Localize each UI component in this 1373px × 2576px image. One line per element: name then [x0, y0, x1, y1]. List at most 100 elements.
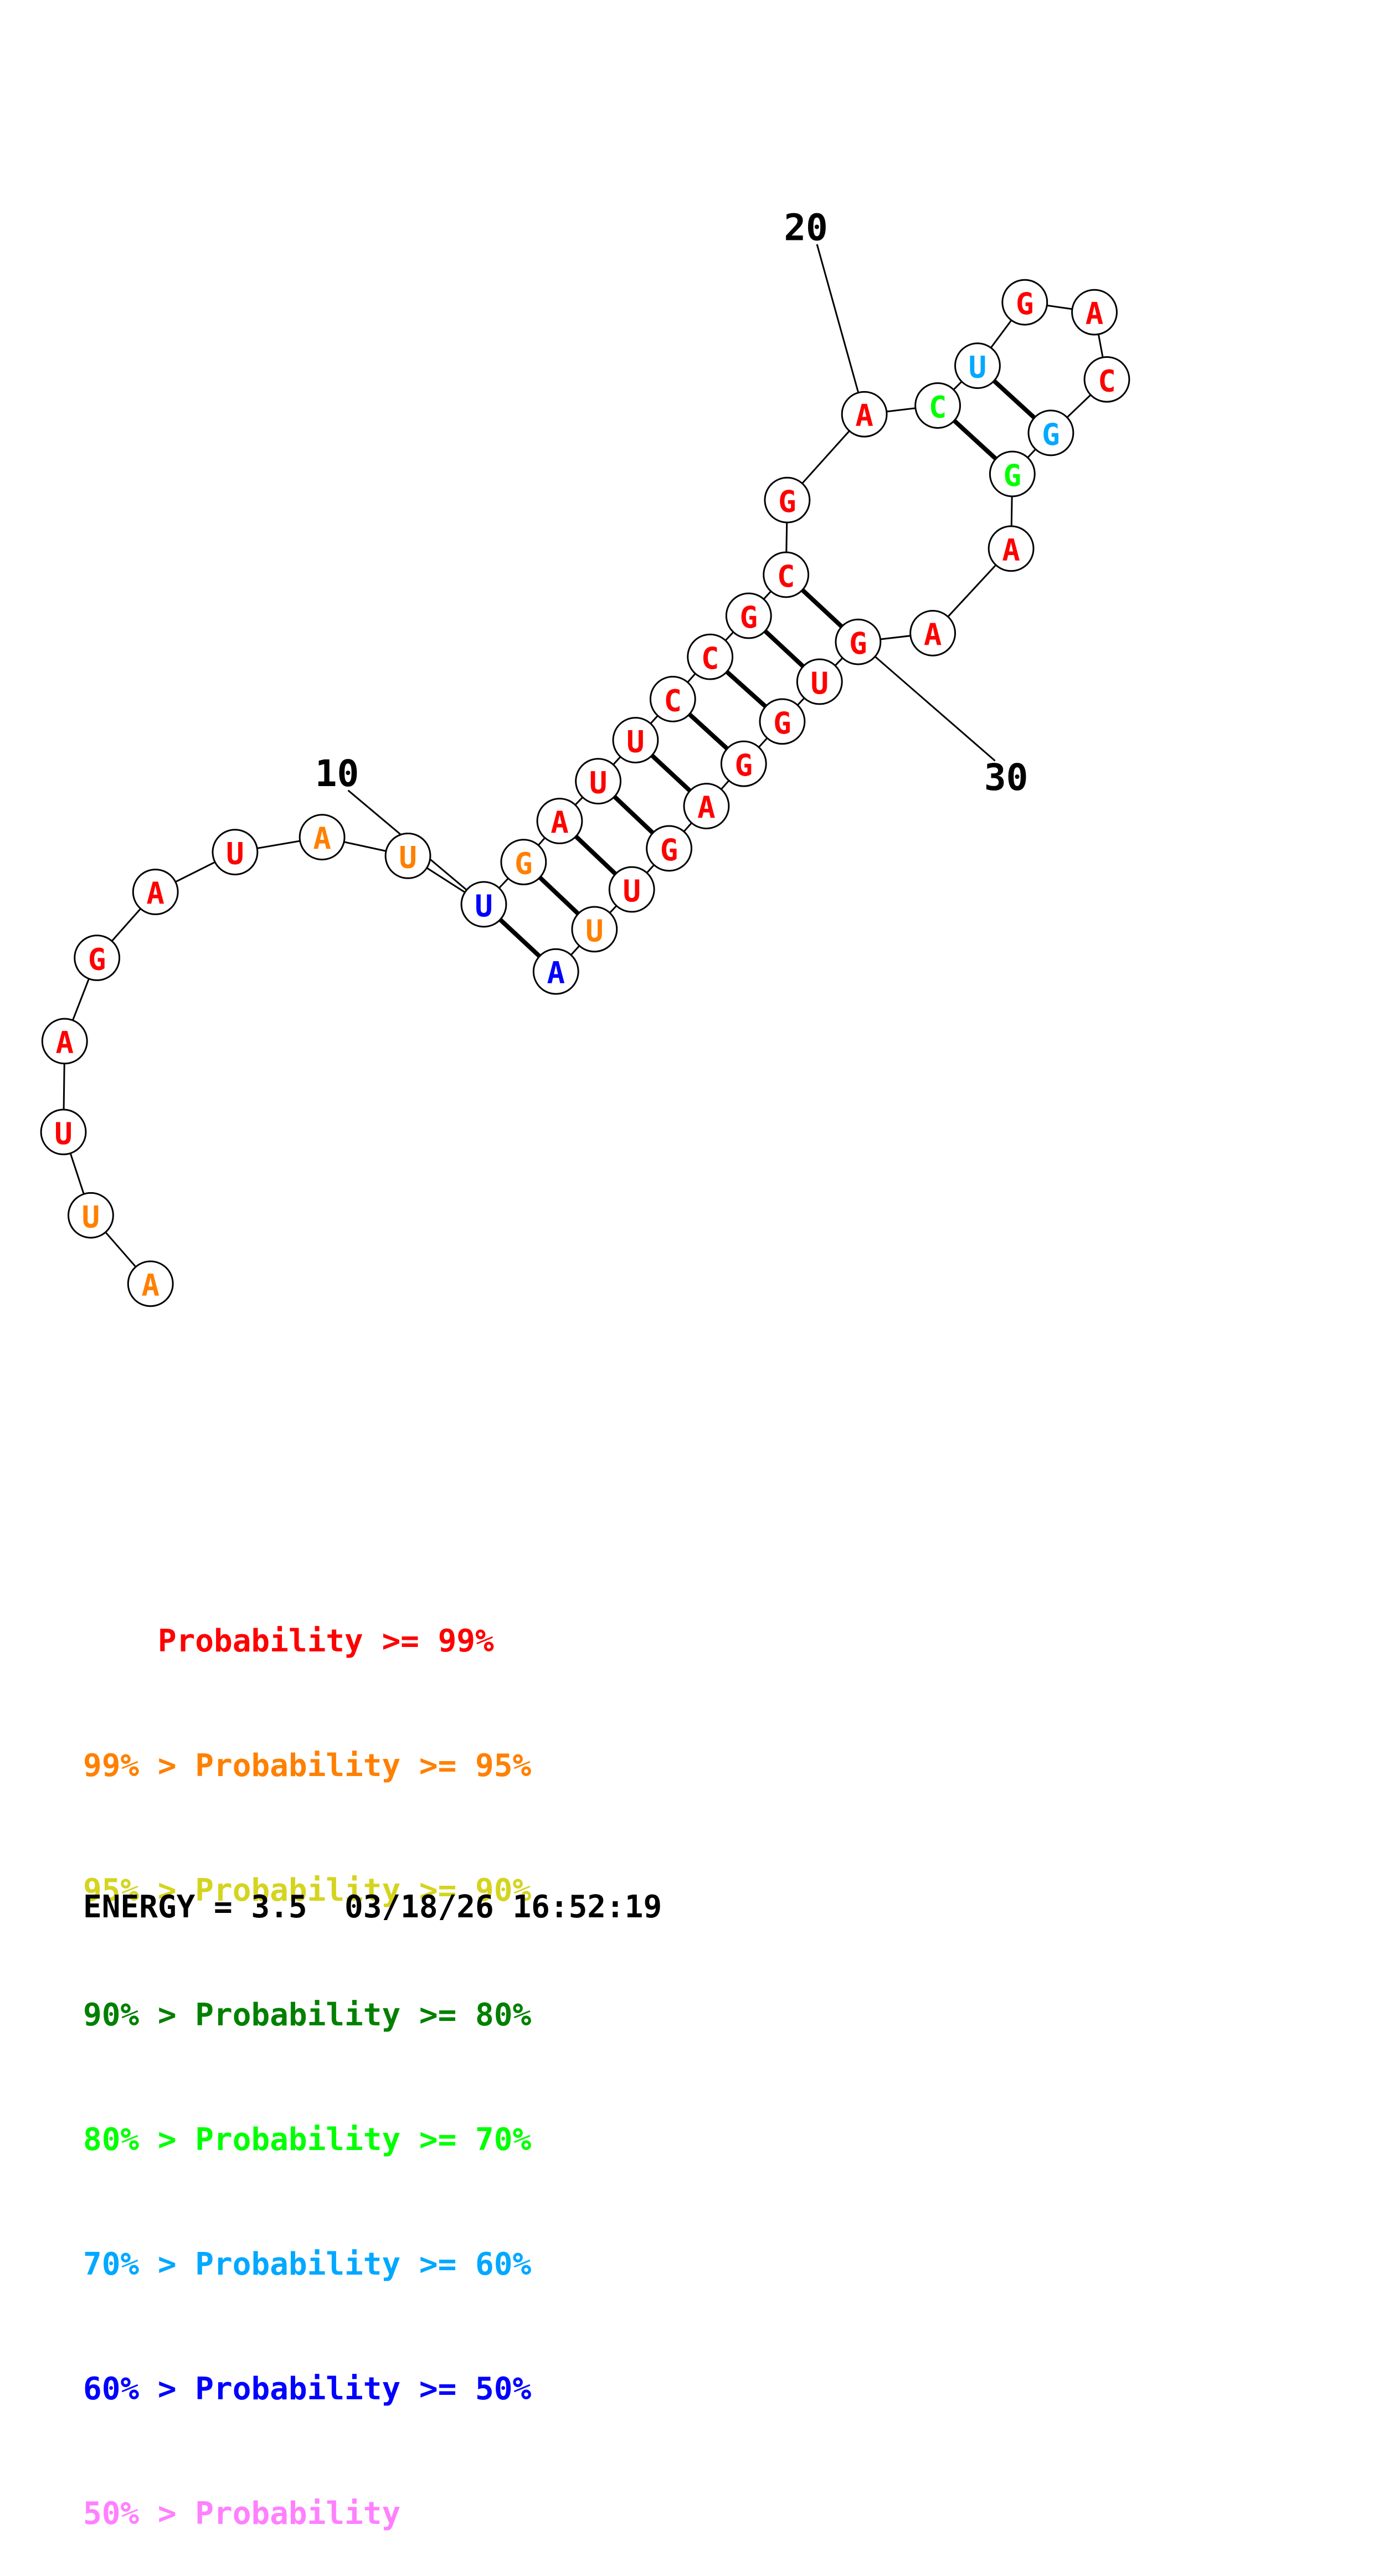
- nucleotide-base: A: [56, 1025, 74, 1060]
- legend-row-p95: 99% > Probability >= 95%: [83, 1745, 531, 1787]
- position-labels: 10 20 30: [315, 206, 1028, 905]
- legend-prefix: 99% >: [83, 1748, 196, 1784]
- nucleotide-14: U: [612, 717, 659, 763]
- nucleotide-11: G: [500, 839, 547, 886]
- nucleotide-base: C: [664, 683, 682, 718]
- legend-prefix: 60% >: [83, 2371, 196, 2407]
- nucleotide-base: A: [1086, 296, 1104, 331]
- nucleotide-35: G: [646, 825, 692, 872]
- nucleotide-37: U: [571, 906, 618, 953]
- nucleotide-circle: [608, 866, 655, 913]
- nucleotide-base: U: [626, 725, 645, 760]
- nucleotide-30: G: [835, 618, 882, 665]
- nucleotide-25: C: [1083, 356, 1130, 403]
- nucleotide-base: G: [515, 846, 533, 881]
- nucleotide-22: U: [954, 342, 1001, 389]
- nucleotide-circle: [212, 829, 259, 876]
- nucleotide-circle: [796, 658, 843, 705]
- nucleotide-31: U: [796, 658, 843, 705]
- nucleotide-13: U: [575, 758, 621, 805]
- nucleotide-circle: [612, 717, 659, 763]
- nucleotide-base: G: [1042, 417, 1060, 452]
- nucleotide-27: G: [989, 450, 1036, 497]
- nucleotide-base: G: [1004, 458, 1022, 493]
- nucleotide-19: G: [764, 476, 811, 524]
- nucleotide-circle: [40, 1109, 87, 1156]
- nucleotide-circle: [132, 869, 179, 915]
- nucleotide-base: G: [1016, 286, 1034, 321]
- nucleotide-circle: [909, 610, 957, 656]
- nucleotide-circle: [720, 740, 767, 787]
- nucleotide-base: A: [924, 617, 942, 652]
- legend-row-p70: 80% > Probability >= 70%: [83, 2119, 531, 2161]
- nucleotide-circle: [988, 525, 1035, 572]
- nucleotide-circle: [914, 382, 961, 429]
- nucleotide-base: U: [475, 889, 493, 923]
- legend-prefix: [83, 1623, 158, 1659]
- nucleotide-base: G: [778, 484, 796, 519]
- nucleotide-base: A: [141, 1268, 160, 1303]
- nucleotide-circle: [571, 906, 618, 953]
- nucleotide-24: A: [1071, 289, 1118, 336]
- nucleotide-base: U: [623, 874, 641, 909]
- nucleotide-circle: [575, 758, 621, 805]
- legend-text: Probability >= 99%: [157, 1623, 494, 1659]
- nucleotide-circle: [687, 633, 734, 680]
- nucleotide-circle: [384, 832, 431, 879]
- nucleotide-circle: [299, 814, 346, 861]
- nucleotide-base: A: [547, 956, 565, 991]
- nucleotide-34: A: [683, 783, 730, 829]
- legend-prefix: 50% >: [83, 2496, 196, 2532]
- nucleotide-5: G: [74, 935, 121, 981]
- legend-row-p60: 70% > Probability >= 60%: [83, 2244, 531, 2285]
- nucleotide-circle: [835, 618, 882, 665]
- nucleotide-1: A: [127, 1260, 174, 1307]
- nucleotide-base: U: [226, 837, 244, 871]
- nucleotide-circle: [763, 551, 810, 598]
- nucleotide-base: A: [697, 791, 716, 825]
- nucleotide-base: U: [585, 914, 604, 948]
- nucleotide-base: G: [735, 748, 753, 783]
- nucleotide-circle: [500, 839, 547, 886]
- nucleotide-36: U: [608, 866, 655, 913]
- nucleotide-circle: [683, 783, 730, 829]
- nucleotide-2: U: [68, 1192, 114, 1239]
- legend-row-p50: 60% > Probability >= 50%: [83, 2368, 531, 2410]
- nucleotide-circle: [649, 676, 696, 722]
- nucleotide-base: A: [313, 822, 331, 856]
- nucleotide-base: C: [777, 559, 795, 594]
- nucleotide-16: C: [687, 633, 734, 680]
- nucleotide-38: A: [532, 948, 579, 995]
- nucleotide-circle: [1083, 356, 1130, 403]
- legend-text: Probability >= 70%: [195, 2122, 532, 2158]
- nucleotide-base: G: [849, 626, 867, 661]
- position-label-leader: [857, 641, 996, 762]
- nucleotide-circle: [989, 450, 1036, 497]
- nucleotide-circle: [1071, 289, 1118, 336]
- nucleotide-base: U: [969, 350, 987, 385]
- legend-row-p90: 95% > Probability >= 90%: [83, 1870, 531, 1911]
- nucleotide-32: G: [759, 698, 806, 745]
- legend-text: Probability >= 50%: [195, 2371, 532, 2407]
- nucleotide-29: A: [909, 610, 957, 656]
- nucleotide-base: A: [855, 398, 873, 433]
- legend-row-p80: 90% > Probability >= 80%: [83, 1994, 531, 2036]
- nucleotide-circle: [74, 935, 121, 981]
- nucleotide-circle: [841, 391, 888, 438]
- nucleotide-base: C: [929, 390, 947, 425]
- nucleotide-base: A: [146, 876, 164, 911]
- nucleotide-base: U: [54, 1116, 73, 1151]
- nucleotide-20: A: [841, 391, 888, 438]
- nucleotide-circle: [68, 1192, 114, 1239]
- nucleotide-7: U: [212, 829, 259, 876]
- legend-row-p99: Probability >= 99%: [83, 1620, 531, 1662]
- nucleotide-base: U: [399, 840, 417, 875]
- position-label-10: 10: [315, 752, 359, 795]
- nucleotide-15: C: [649, 676, 696, 722]
- legend-prefix: 80% >: [83, 2122, 196, 2158]
- probability-legend: Probability >= 99% 99% > Probability >= …: [83, 1537, 531, 2576]
- position-label-leader: [816, 244, 866, 415]
- nucleotide-18: C: [763, 551, 810, 598]
- legend-text: Probability >= 95%: [195, 1748, 532, 1784]
- nucleotide-10: U: [460, 881, 507, 928]
